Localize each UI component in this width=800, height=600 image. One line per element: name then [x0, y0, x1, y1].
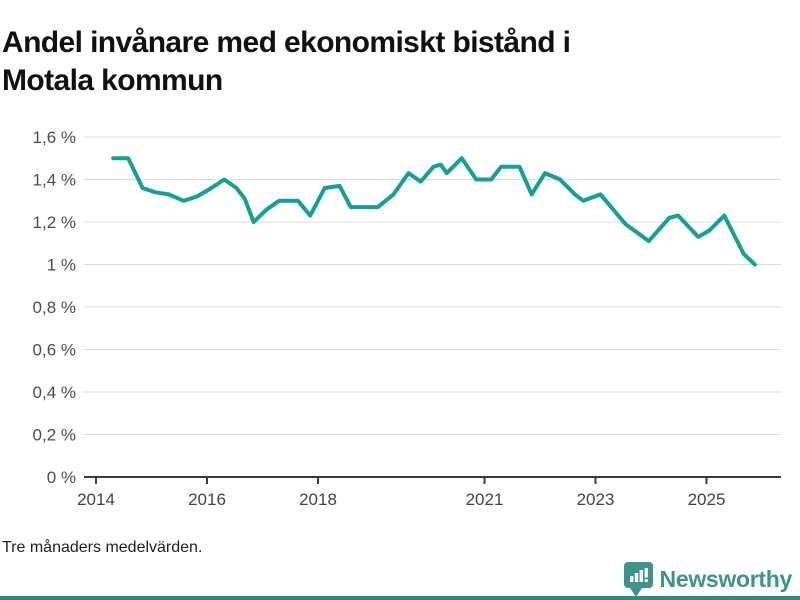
x-tick-label: 2023 [577, 490, 615, 509]
x-tick-label: 2014 [77, 490, 115, 509]
data-line-series [111, 156, 757, 267]
y-tick-label: 0,4 % [33, 383, 76, 402]
x-tick-label: 2021 [466, 490, 504, 509]
newsworthy-wordmark: Newsworthy [659, 566, 793, 592]
y-tick-label: 1,4 % [33, 171, 76, 190]
newsworthy-speech-bubble-bars-icon [623, 562, 653, 597]
chart-title-line1: Andel invånare med ekonomiskt bistånd i [2, 26, 571, 60]
y-tick-label: 0,2 % [33, 426, 76, 445]
newsworthy-logo[interactable]: Newsworthy [623, 562, 793, 597]
x-tick-label: 2018 [299, 490, 337, 509]
x-tick-label: 2025 [688, 490, 726, 509]
y-tick-label: 1,6 % [33, 128, 76, 147]
y-tick-label: 0,6 % [33, 341, 76, 360]
chart-title-line2: Motala kommun [2, 64, 223, 98]
y-tick-label: 0,8 % [33, 298, 76, 317]
chart-footnote: Tre månaders medelvärden. [2, 539, 203, 556]
y-tick-label: 1,2 % [33, 213, 76, 232]
x-tick-label: 2016 [188, 490, 226, 509]
y-tick-label: 0 % [47, 468, 76, 487]
y-tick-label: 1 % [47, 256, 76, 275]
chart-title: Andel invånare med ekonomiskt bistånd i … [2, 24, 742, 100]
bottom-accent-bar [0, 596, 800, 600]
